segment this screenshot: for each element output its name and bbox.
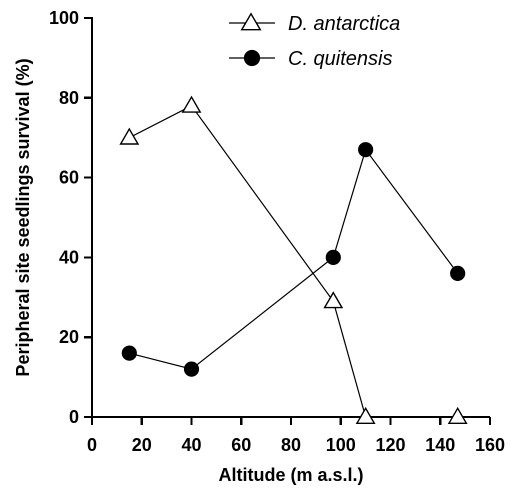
y-tick-label: 60 xyxy=(59,168,79,188)
d-antarctica-point xyxy=(119,127,140,145)
c-quitensis-line xyxy=(129,148,459,370)
d-antarctica-line xyxy=(129,105,458,418)
x-tick-label: 80 xyxy=(281,435,301,455)
x-tick-label: 160 xyxy=(475,435,505,455)
x-tick-label: 100 xyxy=(326,435,356,455)
d-antarctica-point xyxy=(181,95,202,113)
legend-triangle-marker xyxy=(240,12,262,31)
legend-item-c-quitensis: C. quitensis xyxy=(229,48,393,70)
x-tick-label: 40 xyxy=(181,435,201,455)
c-quitensis-point xyxy=(183,361,200,377)
y-tick-label: 0 xyxy=(69,407,79,427)
x-tick-label: 60 xyxy=(231,435,251,455)
y-tick-label: 20 xyxy=(59,327,79,347)
series-d-antarctica xyxy=(119,95,468,424)
legend-label: C. quitensis xyxy=(288,48,393,70)
x-tick-label: 20 xyxy=(132,435,152,455)
legend-item-d-antarctica: D. antarctica xyxy=(229,12,400,35)
series-layer xyxy=(119,95,468,424)
d-antarctica-point xyxy=(323,291,344,309)
axis-labels-layer: Altitude (m a.s.l.) Peripheral site seedl… xyxy=(13,58,364,485)
c-quitensis-point xyxy=(121,345,137,361)
c-quitensis-point xyxy=(450,265,466,281)
x-tick-label: 0 xyxy=(87,435,97,455)
y-axis-title: Peripheral site seedlings survival (%) xyxy=(13,58,33,376)
series-c-quitensis xyxy=(121,142,466,377)
legend-circle-marker xyxy=(243,49,261,67)
x-tick-label: 140 xyxy=(425,435,455,455)
d-antarctica-point xyxy=(355,406,376,424)
y-tick-label: 40 xyxy=(59,247,79,267)
y-tick-label: 100 xyxy=(49,8,79,28)
legend-label: D. antarctica xyxy=(288,13,400,35)
d-antarctica-point xyxy=(447,406,468,424)
legend: D. antarctica C. quitensis xyxy=(229,12,400,70)
c-quitensis-point xyxy=(358,142,374,158)
x-axis-title: Altitude (m a.s.l.) xyxy=(218,465,363,485)
axes-layer: 0 20 40 60 80 100 0 20 40 60 80 100 120 140 160 xyxy=(49,8,505,455)
c-quitensis-point xyxy=(325,249,341,265)
y-tick-label: 80 xyxy=(59,88,79,108)
x-tick-label: 120 xyxy=(375,435,405,455)
